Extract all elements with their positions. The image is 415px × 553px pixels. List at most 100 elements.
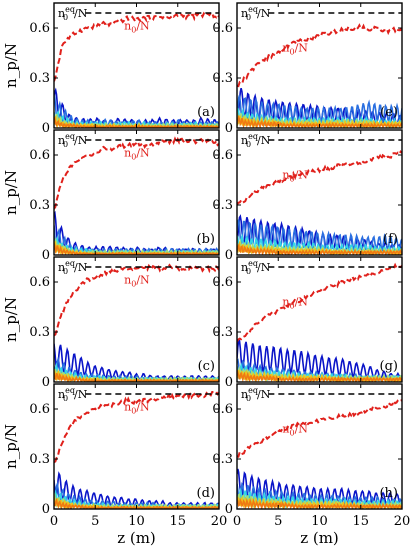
n0-label: n0/N xyxy=(282,168,308,183)
eq-label-tail: /N xyxy=(257,134,271,147)
eq-label-base: n xyxy=(241,261,248,274)
y-tick-label: 0.3 xyxy=(212,325,233,340)
n0-label: n0/N xyxy=(282,422,308,437)
eq-label-sub: 0 xyxy=(63,13,68,22)
panel-label: (e) xyxy=(380,105,398,120)
y-tick-label: 0 xyxy=(225,502,233,517)
eq-label-base: n xyxy=(58,261,65,274)
plot-area xyxy=(237,262,402,382)
eq-label-sub: 0 xyxy=(246,13,251,22)
plot-area xyxy=(237,398,402,509)
eq-label-tail: /N xyxy=(74,388,88,401)
panel-a: neq 0/Nn0/N00.30.6n_p/N(a) xyxy=(2,2,220,136)
y-tick-label: 0 xyxy=(225,375,233,390)
n0-label-tail: /N xyxy=(295,422,309,435)
x-tick-label: 0 xyxy=(50,514,58,529)
y-axis-label: n_p/N xyxy=(2,297,20,342)
n0-label-base: n xyxy=(124,401,131,414)
n0-line xyxy=(54,11,219,82)
y-tick-label: 0.6 xyxy=(29,275,50,290)
panel-d: neq 0/Nn0/N00.30.60 5 10 15 20z (m)n_p/N(d) xyxy=(2,383,227,547)
x-tick-label: 15 xyxy=(352,514,369,529)
n0-label-tail: /N xyxy=(136,274,150,287)
x-tick-label: 5 xyxy=(91,514,99,529)
n0-label-base: n xyxy=(124,20,131,33)
n0-label-sub: 0 xyxy=(131,26,136,35)
mode-line xyxy=(54,210,219,255)
eq-label-sub: 0 xyxy=(63,394,68,403)
panel-label: (h) xyxy=(379,486,398,501)
y-tick-label: 0.6 xyxy=(29,148,50,163)
y-tick-label: 0.6 xyxy=(212,21,233,36)
panel-f: neq 0/Nn0/N00.30.6(f) xyxy=(212,129,403,263)
panel-g: neq 0/Nn0/N00.30.6(g) xyxy=(212,256,403,390)
x-tick-label: 0 xyxy=(233,514,241,529)
y-tick-label: 0 xyxy=(42,248,50,263)
eq-label-base: n xyxy=(58,388,65,401)
eq-label-sup: eq xyxy=(248,386,258,395)
panel-label: (g) xyxy=(380,359,398,374)
n0-line xyxy=(237,150,402,206)
n0-label-sub: 0 xyxy=(289,174,294,183)
y-tick-label: 0.6 xyxy=(212,275,233,290)
mode-line xyxy=(54,225,219,255)
eq-label: neq 0/N xyxy=(241,132,271,149)
eq-label-tail: /N xyxy=(257,261,271,274)
panel-label: (f) xyxy=(383,232,398,247)
y-tick-label: 0 xyxy=(42,375,50,390)
n0-label: n0/N xyxy=(124,274,150,289)
eq-label: neq 0/N xyxy=(241,259,271,276)
x-tick-label: 10 xyxy=(311,514,328,529)
n0-label: n0/N xyxy=(124,401,150,416)
eq-label-sup: eq xyxy=(65,132,75,141)
mode-line xyxy=(54,87,219,128)
eq-label-sup: eq xyxy=(248,132,258,141)
n0-label-tail: /N xyxy=(295,295,309,308)
y-tick-label: 0 xyxy=(42,502,50,517)
n0-label-sub: 0 xyxy=(131,153,136,162)
n0-label-base: n xyxy=(282,295,289,308)
eq-label: neq 0/N xyxy=(58,386,88,403)
panel-label: (d) xyxy=(197,486,215,501)
eq-label-sub: 0 xyxy=(63,267,68,276)
n0-label-base: n xyxy=(124,274,131,287)
mode-line xyxy=(237,240,402,255)
y-tick-label: 0.3 xyxy=(212,71,233,86)
y-tick-label: 0.6 xyxy=(29,402,50,417)
eq-label-base: n xyxy=(241,134,248,147)
y-axis-label: n_p/N xyxy=(2,43,20,88)
eq-label-sub: 0 xyxy=(246,267,251,276)
n0-line xyxy=(237,262,402,343)
eq-label: neq 0/N xyxy=(58,5,88,22)
n0-label: n0/N xyxy=(282,295,308,310)
y-tick-label: 0.3 xyxy=(29,452,50,467)
y-tick-label: 0.6 xyxy=(212,148,233,163)
eq-label-sub: 0 xyxy=(63,140,68,149)
y-axis-label: n_p/N xyxy=(2,424,20,469)
n0-label-tail: /N xyxy=(295,41,309,54)
x-tick-label: 5 xyxy=(274,514,282,529)
y-tick-label: 0.3 xyxy=(212,198,233,213)
eq-label-sub: 0 xyxy=(246,394,251,403)
plot-area xyxy=(237,150,402,255)
x-axis-label: z (m) xyxy=(300,529,339,547)
eq-label: neq 0/N xyxy=(58,132,88,149)
y-tick-label: 0.3 xyxy=(29,198,50,213)
x-axis-label: z (m) xyxy=(117,529,156,547)
n0-label-base: n xyxy=(282,168,289,181)
panel-b: neq 0/Nn0/N00.30.6n_p/N(b) xyxy=(2,129,220,263)
eq-label-tail: /N xyxy=(257,7,271,20)
panel-label: (b) xyxy=(197,232,215,247)
y-axis-label: n_p/N xyxy=(2,170,20,215)
mode-line xyxy=(237,468,402,507)
mode-line xyxy=(54,343,219,382)
eq-label-base: n xyxy=(241,7,248,20)
y-tick-label: 0 xyxy=(225,248,233,263)
panel-label: (a) xyxy=(197,105,215,120)
eq-label-sup: eq xyxy=(65,259,75,268)
n0-line xyxy=(54,390,219,464)
eq-label-sup: eq xyxy=(65,5,75,14)
y-tick-label: 0.6 xyxy=(29,21,50,36)
eq-label-sup: eq xyxy=(248,5,258,14)
